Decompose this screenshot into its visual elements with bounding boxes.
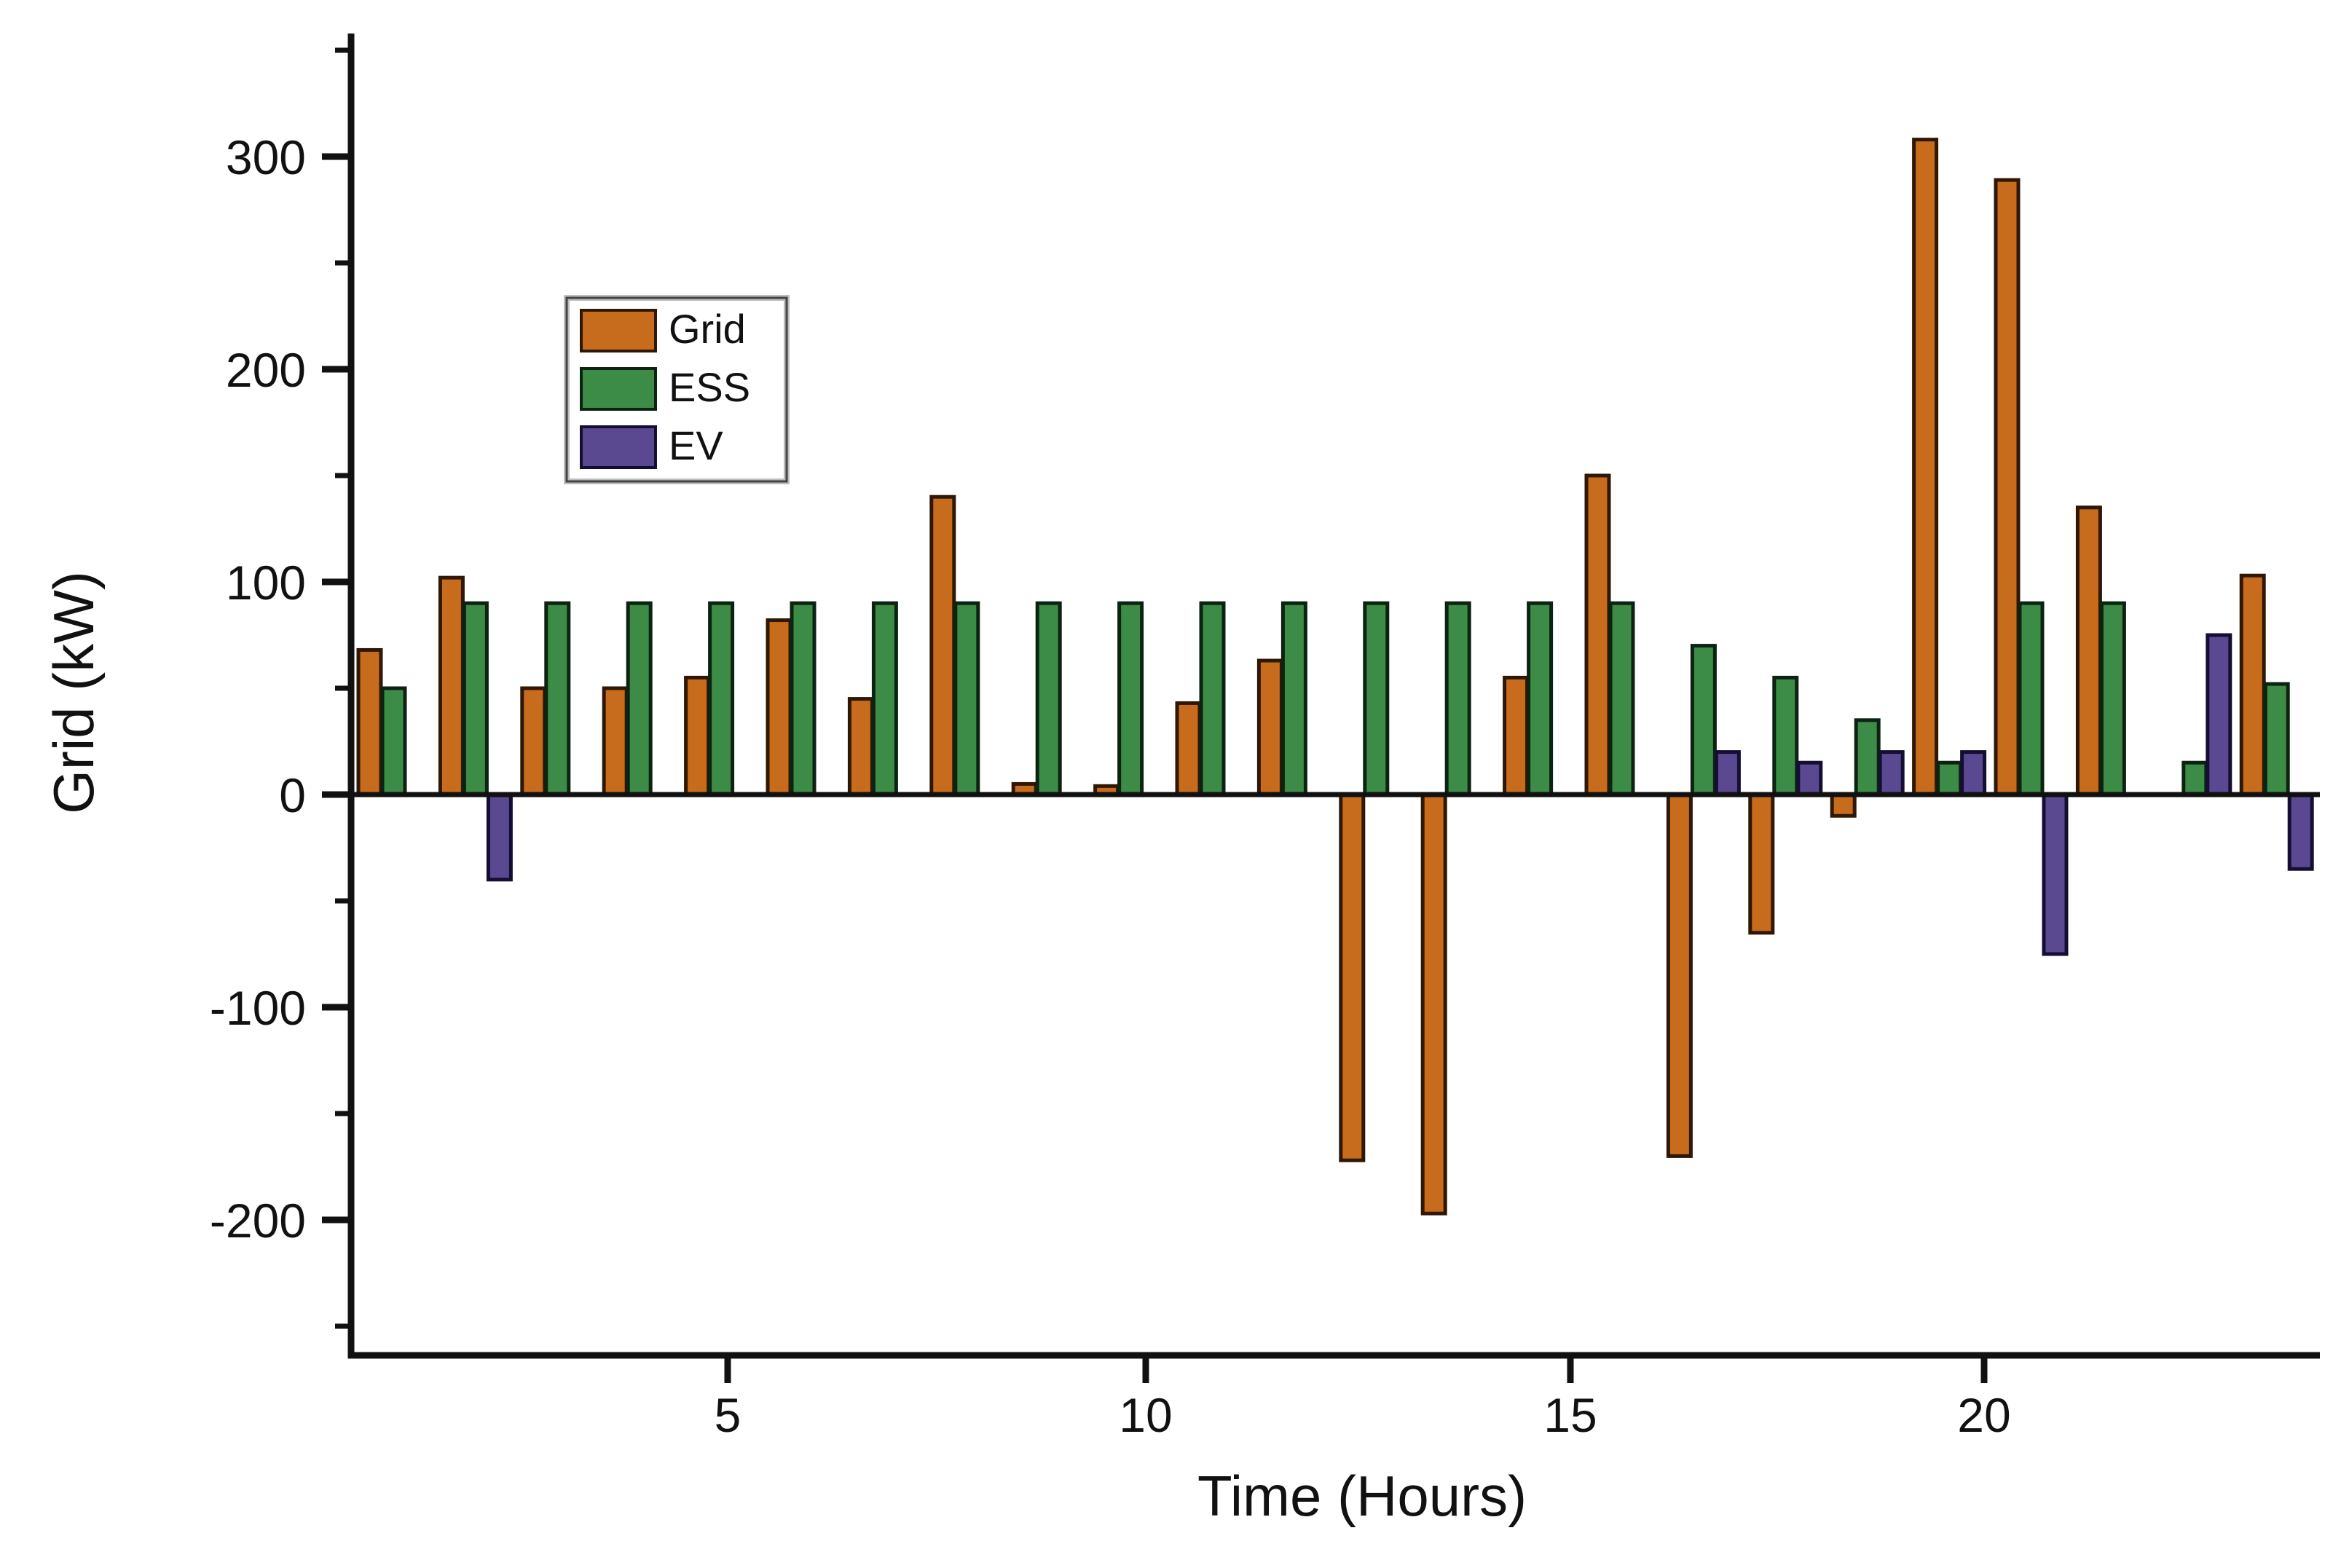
bar-ess-h13 [1363, 601, 1390, 797]
bar-grid-h17 [1666, 792, 1693, 1158]
bar-ess-h1 [380, 686, 407, 797]
y-tick-label--200: -200 [210, 1194, 306, 1248]
bar-grid-h13 [1339, 792, 1366, 1162]
x-axis-title: Time (Hours) [1197, 1464, 1527, 1528]
bar-ess-h9 [1035, 601, 1062, 797]
bar-grid-h12 [1256, 658, 1283, 797]
bar-grid-h20 [1912, 138, 1939, 797]
bar-grid-h22 [2075, 505, 2102, 797]
bar-ess-h17 [1690, 644, 1717, 797]
y-tick-label-300: 300 [226, 130, 306, 184]
bar-grid-h5 [684, 675, 711, 797]
y-tick-label-0: 0 [279, 768, 306, 822]
legend-label-ev: EV [669, 422, 723, 468]
bar-ess-h6 [790, 601, 817, 797]
bar-grid-h14 [1420, 792, 1447, 1216]
y-tick-label-200: 200 [226, 343, 306, 397]
legend-label-grid: Grid [669, 306, 746, 352]
bar-ess-h14 [1444, 601, 1471, 797]
bar-ess-h23 [2181, 760, 2208, 797]
bar-ess-h8 [953, 601, 980, 797]
bar-ess-h22 [2099, 601, 2126, 797]
bar-ess-h24 [2263, 682, 2290, 797]
bar-grid-h4 [602, 686, 629, 797]
bar-grid-h24 [2239, 573, 2266, 797]
x-tick-label-5: 5 [715, 1388, 741, 1442]
bar-ess-h19 [1854, 718, 1881, 797]
bar-ess-h4 [626, 601, 653, 797]
bar-grid-h7 [847, 697, 874, 797]
bar-grid-h16 [1584, 473, 1611, 797]
axes-group [322, 34, 2320, 1383]
tick-labels-group: 300 200 100 0 -100 -200 5 10 15 20 [210, 130, 2011, 1442]
bar-grid-h11 [1175, 701, 1202, 797]
bar-grid-h21 [1994, 178, 2021, 797]
bar-ess-h15 [1527, 601, 1554, 797]
series-ev [486, 633, 2314, 956]
bar-ess-h7 [871, 601, 898, 797]
bar-grid-h1 [356, 647, 383, 797]
bar-ev-h2 [486, 792, 513, 882]
x-tick-label-20: 20 [1957, 1388, 2010, 1442]
bar-grid-h6 [766, 618, 792, 797]
bar-ev-h18 [1796, 760, 1823, 797]
bar-ev-h24 [2287, 792, 2314, 871]
legend-box [565, 296, 788, 483]
series-grid [356, 138, 2266, 1216]
legend: Grid ESS EV [564, 295, 790, 484]
bar-ess-h20 [1936, 760, 1963, 797]
bar-ev-h23 [2206, 633, 2232, 797]
bar-ess-h10 [1117, 601, 1144, 797]
bar-grid-h18 [1748, 792, 1775, 935]
y-tick-label--100: -100 [210, 981, 306, 1035]
bar-grid-h8 [929, 495, 956, 797]
bar-ess-h3 [544, 601, 571, 797]
bar-ess-h21 [2018, 601, 2045, 797]
bar-ev-h20 [1960, 750, 1987, 797]
legend-swatch-grid [580, 309, 657, 352]
chart-canvas: 300 200 100 0 -100 -200 5 10 15 20 Grid (kW) Time… [42, 34, 2320, 1528]
bar-ess-h16 [1608, 601, 1635, 797]
bar-ess-h12 [1280, 601, 1307, 797]
bar-grid-h15 [1503, 675, 1530, 797]
bar-ess-h2 [462, 601, 489, 797]
grid-power-bar-chart: 300 200 100 0 -100 -200 5 10 15 20 Grid (kW) Time… [29, 12, 2333, 1564]
legend-swatch-ess [580, 367, 657, 411]
y-axis-title: Grid (kW) [42, 571, 106, 814]
bar-ev-h17 [1714, 750, 1741, 797]
y-tick-label-100: 100 [226, 556, 306, 610]
bar-ess-h18 [1772, 675, 1799, 797]
legend-label-ess: ESS [669, 364, 750, 410]
bar-ess-h11 [1199, 601, 1226, 797]
legend-swatch-ev [580, 425, 657, 469]
bar-ev-h19 [1878, 750, 1905, 797]
bar-ev-h21 [2042, 792, 2069, 956]
bar-grid-h2 [438, 575, 465, 797]
bar-ess-h5 [708, 601, 735, 797]
bar-grid-h19 [1830, 792, 1857, 818]
x-tick-label-10: 10 [1119, 1388, 1172, 1442]
x-tick-label-15: 15 [1543, 1388, 1597, 1442]
bar-grid-h3 [520, 686, 547, 797]
